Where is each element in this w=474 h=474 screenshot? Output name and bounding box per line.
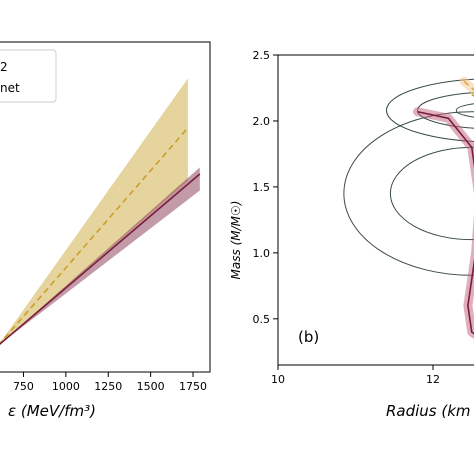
right-panel: 101214 0.51.01.52.02.5 (b) Radius (km Ma… [229,49,474,420]
panel-label-b: (b) [298,328,319,346]
right-y-axis-label: Mass (M/M☉) [229,201,243,280]
left-x-tick-label: 1250 [94,380,122,393]
right-y-ticks: 0.5 1.0 1.5 2.0 2.5 [253,49,278,326]
contour-1-3 [455,103,474,118]
right-y-tick-label: 1.5 [253,181,271,194]
legend-entry-2: net [0,81,20,95]
left-x-tick-label: 750 [13,380,34,393]
legend-box [0,49,57,103]
right-x-tick-label: 10 [271,373,285,386]
right-y-tick-label: 0.5 [253,313,271,326]
left-plot-frame [0,41,211,373]
right-y-tick-label: 2.5 [253,49,271,62]
right-contours-group [343,78,474,276]
left-panel: 750 1000 1250 1500 1750 2 net ε (MeV/fm³) [0,41,211,420]
contour-2-1 [343,111,474,276]
left-band-2 [0,167,200,345]
left-series-line-2 [0,173,201,345]
left-series-group [0,78,201,345]
right-plot-frame [277,54,474,366]
left-series-line-1 [0,127,189,345]
right-x-axis-label: Radius (km [386,402,471,420]
right-y-tick-label: 1.0 [253,247,271,260]
legend-entry-1: 2 [0,60,8,74]
right-series-group [413,76,474,339]
right-x-tick-label: 12 [426,373,440,386]
left-x-tick-label: 1000 [52,380,80,393]
right-x-ticks: 101214 [271,365,440,386]
left-x-ticks: 750 1000 1250 1500 1750 [13,372,207,393]
left-x-axis-label: ε (MeV/fm³) [8,402,96,420]
right-y-tick-label: 2.0 [253,115,271,128]
legend: 2 net [0,49,57,103]
left-x-tick-label: 1750 [179,380,207,393]
right-series-line-1 [417,110,474,335]
left-x-tick-label: 1500 [137,380,165,393]
left-band-1 [0,78,188,344]
contour-1-1 [386,78,474,142]
contour-2-2 [389,146,474,241]
